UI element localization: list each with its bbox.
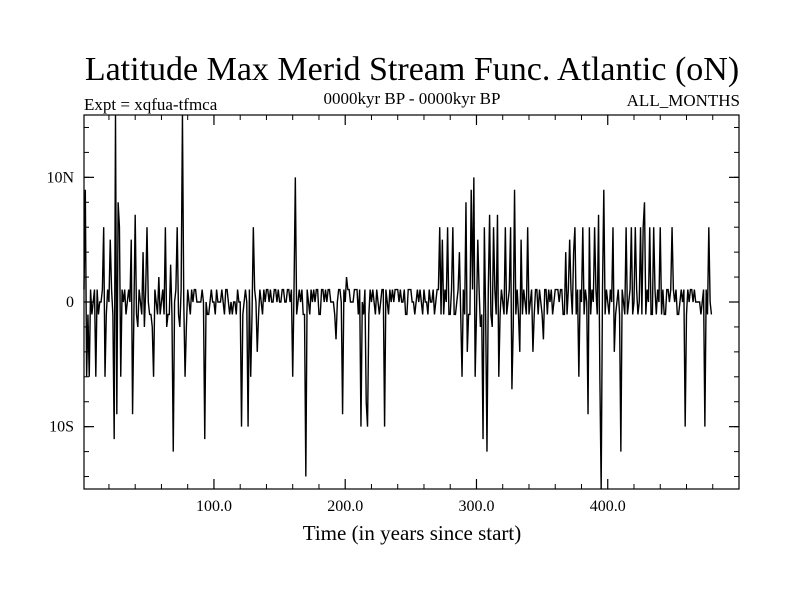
x-tick-label: 100.0 <box>196 498 232 515</box>
series-layer <box>83 114 713 490</box>
time-range-label: 0000kyr BP - 0000kyr BP <box>324 89 501 108</box>
x-tick-label: 300.0 <box>458 498 494 515</box>
y-tick-label: 0 <box>66 294 74 311</box>
y-tick-label: 10S <box>49 419 74 436</box>
ticks-layer: 100.0 200.0 300.0 400.0 10S 0 10N <box>46 115 739 515</box>
plot-frame <box>83 114 740 490</box>
experiment-label: Expt = xqfua-tfmca <box>84 95 218 114</box>
x-tick-label: 400.0 <box>590 498 626 515</box>
chart-title: Latitude Max Merid Stream Func. Atlantic… <box>85 51 739 88</box>
x-tick-label: 200.0 <box>327 498 363 515</box>
x-axis-label: Time (in years since start) <box>303 521 522 545</box>
series-line <box>83 114 713 490</box>
y-tick-label: 10N <box>46 169 74 186</box>
months-label: ALL_MONTHS <box>627 91 740 110</box>
